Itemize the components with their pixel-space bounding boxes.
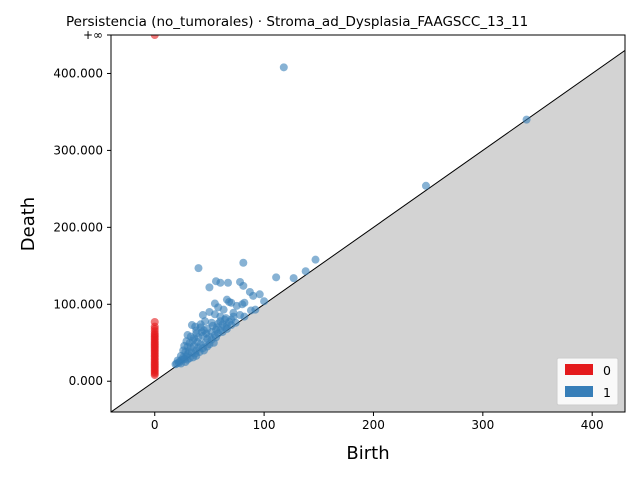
- point-h1-115: [199, 326, 208, 335]
- legend-swatch-0: [565, 364, 593, 375]
- x-axis-label: Birth: [346, 443, 389, 464]
- point-h1-1: [522, 115, 531, 124]
- point-h1-18: [249, 291, 258, 300]
- point-h0-32: [150, 371, 159, 380]
- y-tick-label-200: 200.000: [53, 220, 103, 234]
- point-h1-14: [239, 281, 248, 290]
- point-h1-22: [240, 298, 249, 307]
- point-h1-70: [209, 338, 218, 347]
- point-h1-102: [176, 359, 185, 368]
- point-h1-20: [251, 305, 260, 314]
- x-tick-label-300: 300: [471, 418, 494, 432]
- point-h1-4: [301, 267, 310, 276]
- point-h1-0: [279, 63, 288, 72]
- x-tick-label-100: 100: [253, 418, 276, 432]
- point-h1-32: [240, 312, 249, 321]
- point-h1-3: [311, 255, 320, 264]
- point-h1-111: [207, 318, 216, 327]
- x-tick-label-0: 0: [151, 418, 159, 432]
- point-h1-26: [225, 297, 234, 306]
- points-layer: [150, 35, 531, 380]
- legend: 0 1: [556, 357, 619, 406]
- y-tick-label-0: 0.000: [69, 374, 103, 388]
- plot-frame: [110, 34, 626, 413]
- y-tick-label-100: 100.000: [53, 297, 103, 311]
- chart-title: Persistencia (no_tumorales) · Stroma_ad_…: [66, 14, 528, 30]
- legend-label-1: 1: [603, 385, 611, 400]
- point-h1-117: [225, 317, 234, 326]
- point-h1-9: [205, 283, 214, 292]
- x-tick-label-400: 400: [581, 418, 604, 432]
- y-axis-ticks: 0.000 100.000 200.000 300.000 400.000 +∞: [53, 28, 111, 388]
- y-tick-label-300: 300.000: [53, 143, 103, 157]
- point-h1-7: [239, 258, 248, 267]
- point-h1-108: [231, 318, 240, 327]
- point-h1-114: [192, 329, 201, 338]
- legend-label-0: 0: [603, 363, 611, 378]
- legend-swatch-1: [565, 386, 593, 397]
- point-h1-8: [194, 264, 203, 273]
- point-h1-118: [229, 312, 238, 321]
- point-h1-11: [216, 278, 225, 287]
- point-h1-2: [421, 181, 430, 190]
- x-tick-label-200: 200: [362, 418, 385, 432]
- y-tick-label-450: +∞: [83, 28, 103, 42]
- y-axis-label: Death: [18, 197, 39, 251]
- x-axis-ticks: 0 100 200 300 400: [151, 412, 604, 432]
- point-h1-113: [196, 320, 205, 329]
- point-h1-17: [260, 297, 269, 306]
- point-h1-116: [213, 323, 222, 332]
- point-h1-33: [198, 311, 207, 320]
- point-h0-0: [150, 35, 159, 39]
- point-h1-92: [192, 351, 201, 360]
- point-h1-29: [219, 305, 228, 314]
- point-h1-12: [224, 278, 233, 287]
- point-h1-5: [289, 274, 298, 283]
- point-h1-6: [272, 273, 281, 282]
- y-tick-label-400: 400.000: [53, 66, 103, 80]
- point-h1-85: [199, 346, 208, 355]
- point-h1-16: [255, 290, 264, 299]
